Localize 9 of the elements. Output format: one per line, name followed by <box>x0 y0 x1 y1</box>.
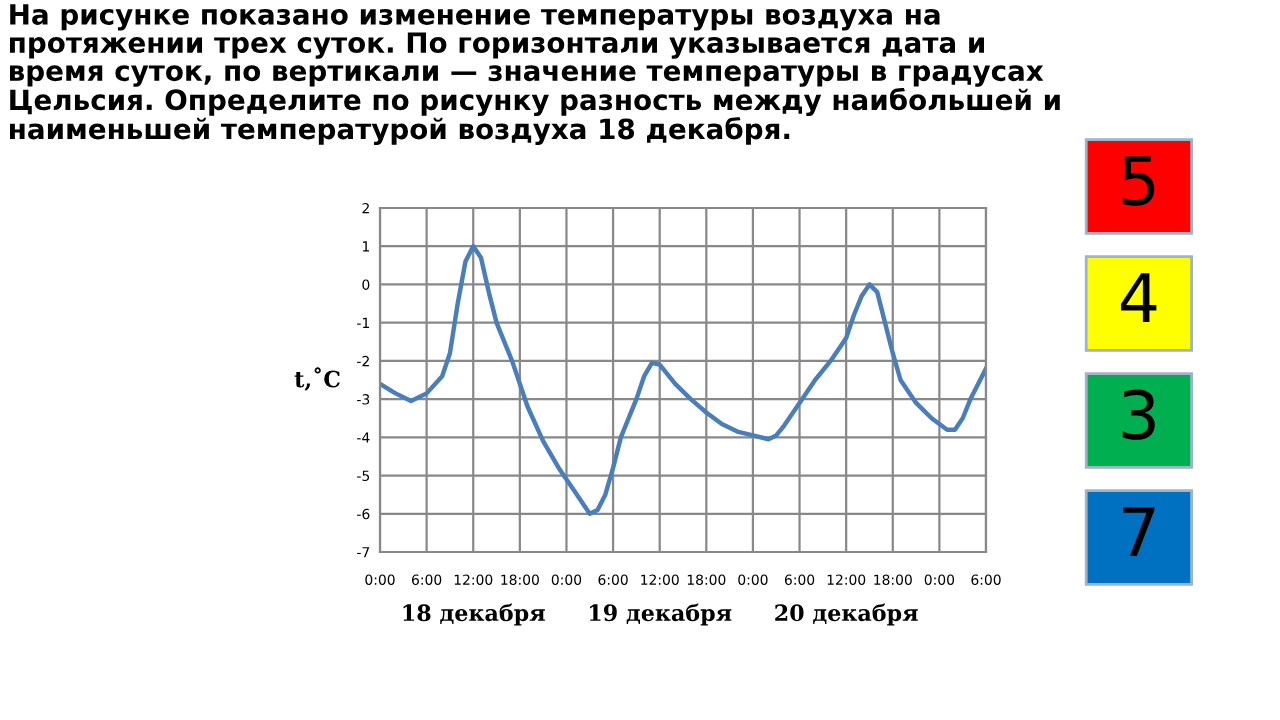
text: 3 <box>1122 389 1155 440</box>
text: 7 <box>1123 507 1155 556</box>
text: 20 декабря <box>775 603 918 626</box>
text: 19 декабря <box>589 603 732 626</box>
chart-title: На рисунке показано изменение температуры воздуха на протяжении трех суток. По горизонтали указывается дата и время суток, по вертикали — значение температуры в градусах Цельсия. Определите по рисунку разность между наибольшей и наименьшей температурой воздуха 18 декабря. <box>10 4 1060 146</box>
text: 18 декабря <box>403 603 545 626</box>
y-axis-title: t,˚C <box>294 367 340 391</box>
text: 5 <box>1122 156 1155 206</box>
text: 4 <box>1120 273 1157 322</box>
